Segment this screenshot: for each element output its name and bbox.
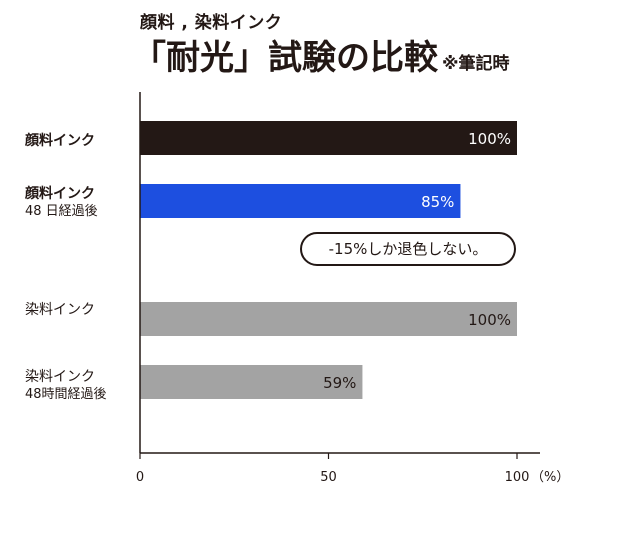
- category-sub: 48 日経過後: [25, 204, 98, 219]
- category-label: 染料インク: [25, 302, 95, 319]
- category-name: 染料インク: [25, 302, 95, 318]
- chart-title-note: ※筆記時: [442, 54, 510, 74]
- bar: [140, 302, 517, 336]
- chart-title: 「耐光」試験の比較 ※筆記時: [132, 38, 510, 84]
- chart-subtitle: 顔料 , 染料インク: [140, 13, 283, 33]
- bar: [140, 184, 461, 218]
- x-tick-label: 50: [320, 470, 337, 485]
- x-tick-label: 100: [505, 470, 530, 485]
- category-label: 染料インク 48時間経過後: [25, 369, 107, 403]
- bar: [140, 121, 517, 155]
- category-name: 顔料インク: [25, 133, 95, 149]
- bar-value-label: 100%: [468, 130, 511, 148]
- category-label: 顔料インク 48 日経過後: [25, 186, 98, 220]
- category-name: 顔料インク: [25, 186, 95, 202]
- x-axis-unit: （%）: [531, 470, 569, 485]
- bar-value-label: 85%: [421, 193, 454, 211]
- category-sub: 48時間経過後: [25, 387, 107, 402]
- chart-title-text: 「耐光」試験の比較: [132, 38, 438, 78]
- x-tick-label: 0: [136, 470, 144, 485]
- bar: [140, 365, 363, 399]
- callout-bubble: -15%しか退色しない。: [300, 232, 516, 266]
- bar-value-label: 59%: [323, 374, 356, 392]
- category-name: 染料インク: [25, 369, 95, 385]
- bar-value-label: 100%: [468, 311, 511, 329]
- category-label: 顔料インク: [25, 133, 95, 150]
